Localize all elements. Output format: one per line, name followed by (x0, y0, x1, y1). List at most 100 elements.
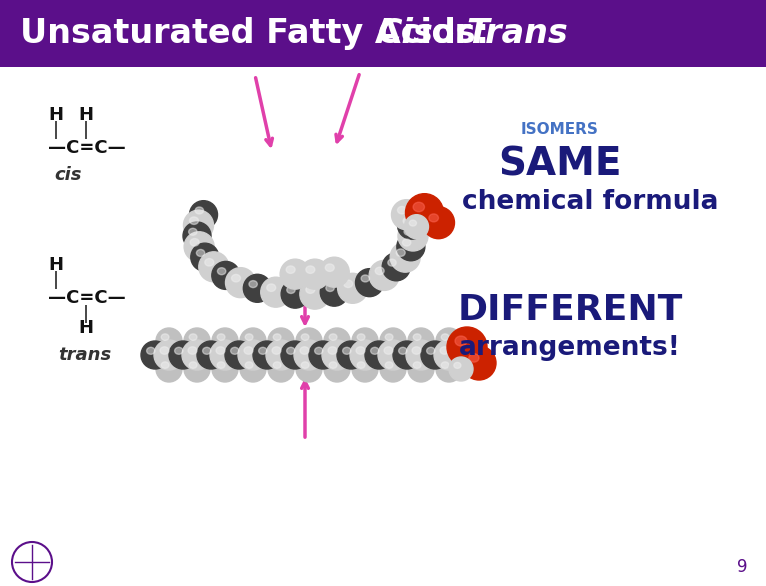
Ellipse shape (388, 259, 396, 266)
Ellipse shape (286, 287, 295, 294)
Ellipse shape (301, 362, 309, 369)
Ellipse shape (357, 334, 365, 340)
Circle shape (260, 277, 291, 307)
Ellipse shape (413, 334, 421, 340)
Circle shape (380, 356, 406, 382)
Text: chemical formula: chemical formula (462, 189, 719, 215)
Circle shape (320, 278, 349, 306)
Ellipse shape (396, 249, 405, 257)
Ellipse shape (188, 229, 197, 236)
Circle shape (447, 327, 487, 367)
Circle shape (406, 340, 436, 370)
Circle shape (423, 207, 454, 239)
Circle shape (225, 268, 256, 298)
Circle shape (296, 356, 322, 382)
Ellipse shape (326, 284, 334, 291)
Ellipse shape (469, 353, 479, 362)
Circle shape (382, 253, 411, 281)
Ellipse shape (409, 220, 417, 226)
Circle shape (378, 340, 408, 370)
Ellipse shape (273, 362, 281, 369)
Circle shape (404, 214, 428, 239)
Text: —C=C—: —C=C— (48, 289, 126, 307)
Text: 9: 9 (738, 558, 748, 576)
Text: arrangements!: arrangements! (459, 335, 681, 361)
Circle shape (391, 200, 421, 230)
Circle shape (184, 328, 210, 354)
Ellipse shape (218, 334, 225, 340)
Ellipse shape (188, 347, 197, 355)
Circle shape (462, 346, 496, 380)
Circle shape (350, 340, 380, 370)
Text: |: | (83, 305, 89, 323)
Circle shape (408, 356, 434, 382)
Circle shape (337, 341, 365, 369)
Circle shape (408, 328, 434, 354)
Circle shape (154, 340, 184, 370)
Circle shape (268, 328, 294, 354)
Ellipse shape (196, 250, 205, 257)
Circle shape (398, 211, 425, 239)
Circle shape (281, 341, 309, 369)
Ellipse shape (202, 347, 211, 355)
Ellipse shape (328, 347, 337, 355)
Ellipse shape (161, 334, 169, 340)
Circle shape (268, 356, 294, 382)
Circle shape (280, 259, 310, 289)
Ellipse shape (189, 362, 197, 369)
Ellipse shape (189, 217, 198, 224)
Circle shape (182, 340, 212, 370)
Ellipse shape (441, 334, 449, 340)
Circle shape (365, 341, 393, 369)
Ellipse shape (189, 334, 197, 340)
Text: or: or (420, 17, 483, 50)
Circle shape (322, 340, 352, 370)
Ellipse shape (384, 347, 393, 355)
Ellipse shape (249, 281, 257, 288)
Circle shape (398, 221, 428, 251)
Circle shape (369, 260, 399, 291)
Text: H: H (48, 106, 64, 124)
Ellipse shape (267, 284, 276, 291)
Circle shape (266, 340, 296, 370)
Ellipse shape (398, 206, 407, 214)
Text: |: | (83, 121, 89, 139)
Circle shape (183, 222, 211, 250)
Ellipse shape (190, 239, 199, 246)
Circle shape (324, 328, 350, 354)
Ellipse shape (245, 334, 253, 340)
Bar (0, 0, 766, 67)
Ellipse shape (300, 347, 309, 355)
Ellipse shape (441, 362, 449, 369)
Circle shape (212, 356, 238, 382)
Circle shape (189, 200, 218, 229)
Ellipse shape (161, 362, 169, 369)
Circle shape (240, 328, 266, 354)
Circle shape (300, 279, 330, 309)
Circle shape (240, 356, 266, 382)
Circle shape (294, 340, 324, 370)
Circle shape (184, 356, 210, 382)
Ellipse shape (231, 274, 241, 282)
Circle shape (244, 274, 271, 302)
Circle shape (197, 341, 225, 369)
Ellipse shape (245, 362, 253, 369)
Ellipse shape (413, 202, 424, 212)
Circle shape (281, 280, 309, 308)
Ellipse shape (231, 347, 239, 355)
Circle shape (405, 194, 444, 231)
Text: SAME: SAME (498, 146, 622, 184)
Ellipse shape (453, 362, 461, 369)
Text: Unsaturated Fatty Acids:: Unsaturated Fatty Acids: (20, 17, 501, 50)
Circle shape (212, 328, 238, 354)
Ellipse shape (440, 347, 449, 355)
Ellipse shape (205, 258, 214, 266)
Circle shape (355, 268, 384, 297)
Circle shape (421, 341, 449, 369)
Text: Cis: Cis (378, 17, 434, 50)
Ellipse shape (216, 347, 225, 355)
Circle shape (300, 259, 330, 289)
Circle shape (156, 356, 182, 382)
Circle shape (212, 261, 240, 289)
Ellipse shape (315, 347, 323, 355)
